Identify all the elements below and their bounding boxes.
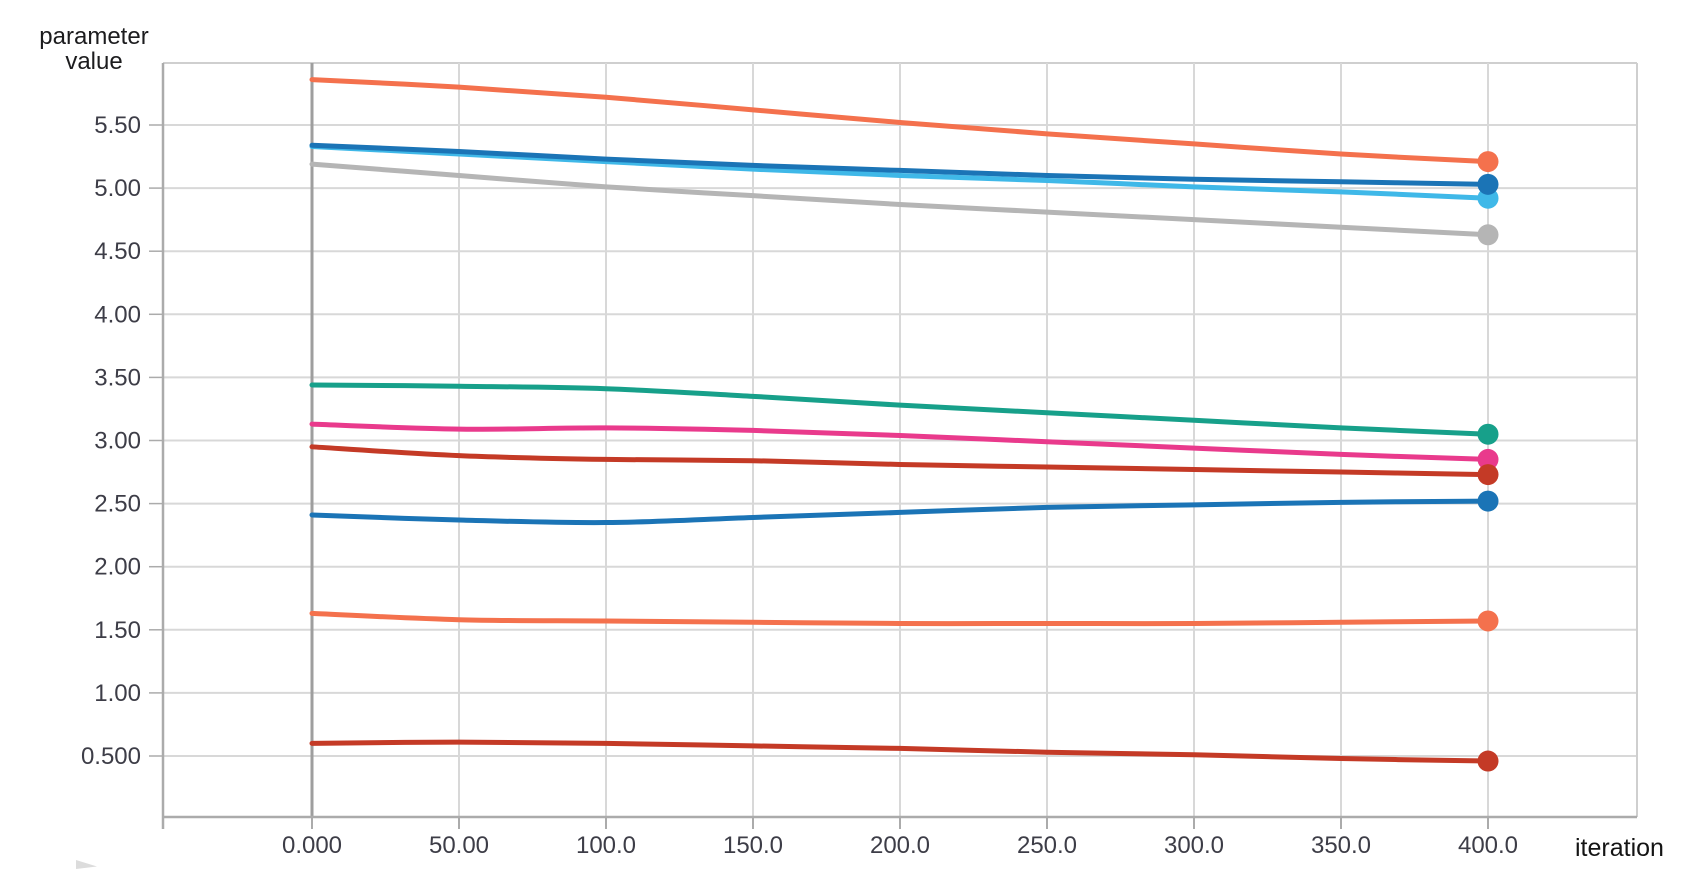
series-blue-lower-endpoint[interactable] (1477, 490, 1499, 512)
y-tick-label: 2.00 (94, 554, 141, 581)
series-teal-line[interactable] (309, 382, 1491, 437)
x-tick-label: 300.0 (1164, 832, 1224, 859)
y-tick-label: 3.00 (94, 428, 141, 455)
y-tick-label: 4.50 (94, 238, 141, 265)
x-tick-label: 150.0 (723, 832, 783, 859)
x-tick-label: 250.0 (1017, 832, 1077, 859)
series-sky-blue-line[interactable] (309, 143, 1491, 201)
series-brick-lower-line[interactable] (309, 739, 1491, 764)
series-coral-lower-endpoint[interactable] (1477, 610, 1499, 632)
x-tick-label: 350.0 (1311, 832, 1371, 859)
series-brick-lower-endpoint[interactable] (1477, 750, 1499, 772)
y-tick-label: 1.00 (94, 680, 141, 707)
y-tick-label: 5.50 (94, 112, 141, 139)
series-gray-line[interactable] (309, 161, 1491, 238)
x-axis-title: iteration (1575, 834, 1664, 862)
series-pink-line[interactable] (309, 421, 1491, 462)
series-teal-endpoint[interactable] (1477, 423, 1499, 445)
x-tick-label: 0.000 (282, 832, 342, 859)
series-brick-upper-line[interactable] (309, 444, 1491, 478)
y-tick-label: 1.50 (94, 617, 141, 644)
series-pink-endpoint[interactable] (1477, 448, 1499, 470)
series-blue-lower-line[interactable] (309, 498, 1491, 526)
y-axis-title: parameter value (39, 23, 149, 75)
series-coral-lower-line[interactable] (309, 610, 1491, 627)
logo-fragment (76, 860, 97, 869)
y-tick-label: 0.500 (81, 743, 141, 770)
x-tick-label: 50.00 (429, 832, 489, 859)
series-coral-top-endpoint[interactable] (1477, 151, 1499, 173)
x-tick-label: 200.0 (870, 832, 930, 859)
series-gray-endpoint[interactable] (1477, 224, 1499, 246)
y-tick-label: 2.50 (94, 491, 141, 518)
y-tick-label: 4.00 (94, 301, 141, 328)
y-tick-label: 3.50 (94, 364, 141, 391)
x-tick-label: 100.0 (576, 832, 636, 859)
series-coral-top-line[interactable] (309, 77, 1491, 165)
series-blue-upper-endpoint[interactable] (1477, 173, 1499, 195)
series-brick-upper-endpoint[interactable] (1477, 464, 1499, 486)
x-tick-label: 400.0 (1458, 832, 1518, 859)
series-blue-upper-line[interactable] (309, 142, 1491, 187)
y-tick-label: 5.00 (94, 175, 141, 202)
